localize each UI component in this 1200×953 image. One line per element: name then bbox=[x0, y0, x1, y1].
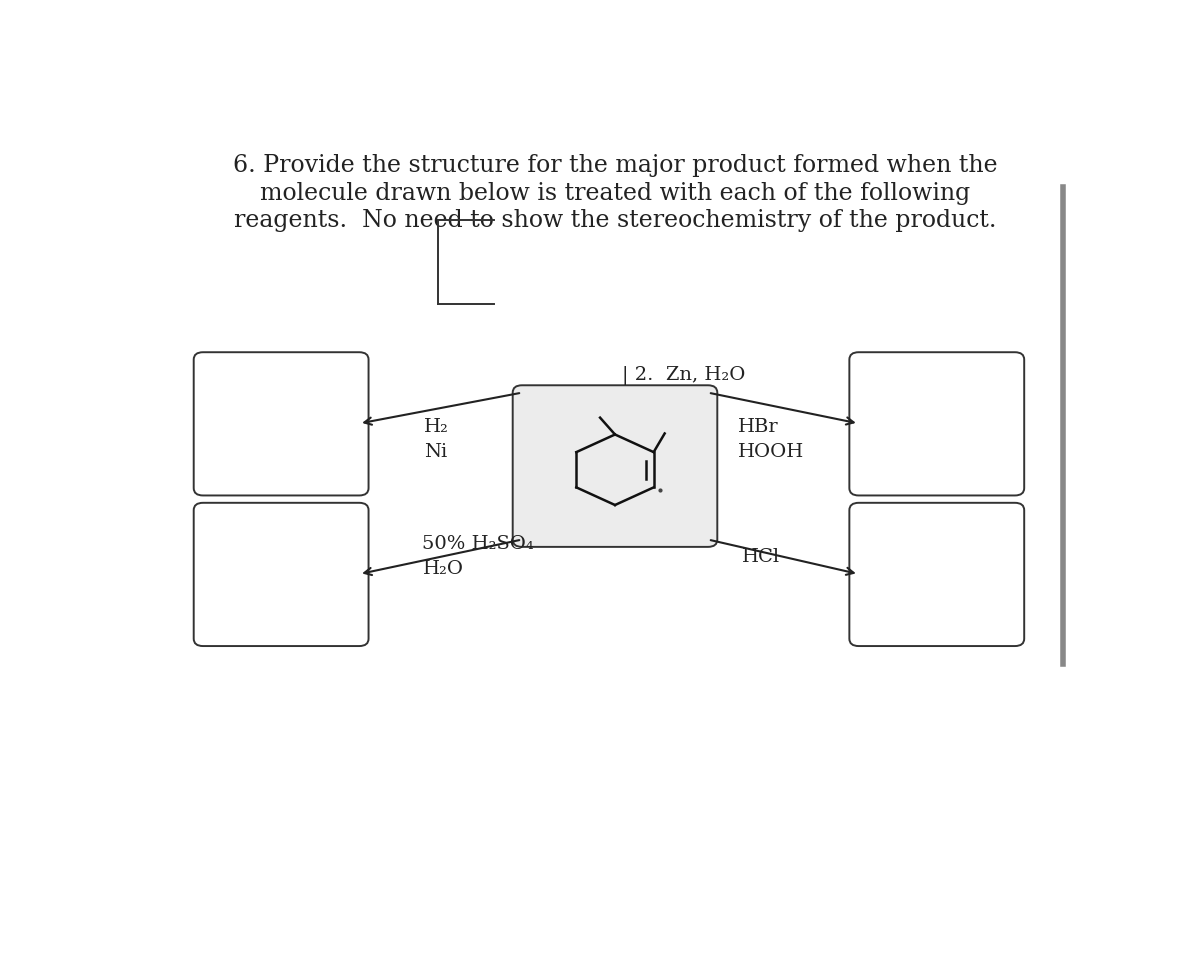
Text: 50% H₂SO₄
H₂O: 50% H₂SO₄ H₂O bbox=[422, 535, 534, 578]
Text: molecule drawn below is treated with each of the following: molecule drawn below is treated with eac… bbox=[260, 181, 970, 204]
Text: 6. Provide the structure for the major product formed when the: 6. Provide the structure for the major p… bbox=[233, 154, 997, 177]
FancyBboxPatch shape bbox=[512, 386, 718, 547]
Text: H₂
Ni: H₂ Ni bbox=[425, 417, 449, 460]
Text: reagents.  No need to show the stereochemistry of the product.: reagents. No need to show the stereochem… bbox=[234, 209, 996, 232]
Text: HBr
HOOH: HBr HOOH bbox=[738, 417, 804, 460]
Text: HCl: HCl bbox=[742, 547, 780, 565]
Text: | 2.  Zn, H₂O: | 2. Zn, H₂O bbox=[623, 365, 746, 384]
